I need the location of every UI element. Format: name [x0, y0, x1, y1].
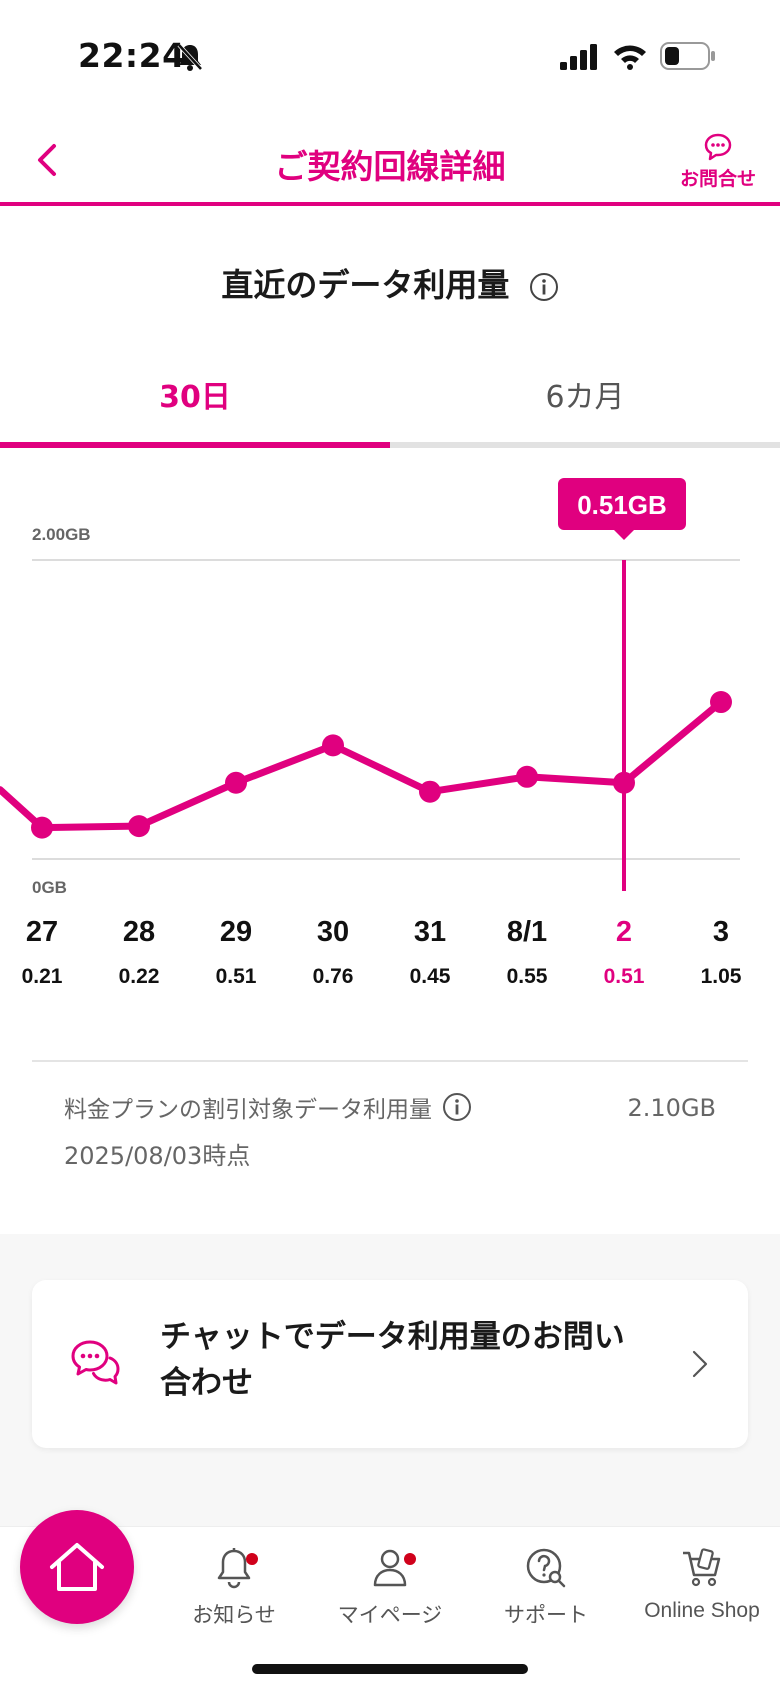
x-tick-label: 3: [713, 916, 729, 948]
data-point: [225, 771, 247, 794]
x-tick-label: 31: [414, 916, 446, 948]
data-label: 0.76: [313, 965, 354, 988]
chat-inquiry-card[interactable]: チャットでデータ利用量のお問い 合わせ: [32, 1280, 748, 1448]
x-tick-label: 30: [317, 916, 349, 948]
bell-off-icon: [177, 43, 203, 71]
nav-label: お知らせ: [192, 1604, 276, 1627]
chat-icon: [71, 1340, 120, 1385]
x-tick-label: 29: [220, 916, 252, 948]
app-header: ご契約回線詳細 お問合せ: [0, 110, 780, 206]
x-tick-label: 28: [123, 916, 155, 948]
data-point: [322, 734, 344, 757]
period-tabs: 30日 6カ月: [0, 342, 780, 452]
wifi-icon: [614, 45, 646, 70]
data-label: 0.21: [22, 965, 63, 988]
data-label: 0.51: [604, 965, 645, 988]
x-tick-label: 27: [26, 916, 58, 948]
data-point: [419, 780, 441, 803]
tooltip-pointer: [614, 530, 634, 540]
person-icon: [373, 1549, 407, 1587]
plan-usage-date: 2025/08/03時点: [64, 1142, 251, 1170]
notification-dot: [246, 1553, 258, 1565]
data-point: [516, 765, 538, 788]
back-chevron-icon[interactable]: [30, 138, 66, 182]
data-label: 0.22: [119, 965, 160, 988]
nav-online-shop[interactable]: Online Shop: [624, 1547, 780, 1647]
status-time: 22:24: [78, 36, 186, 75]
nav-my-page[interactable]: マイページ: [312, 1547, 468, 1647]
tooltip-value: 0.51GB: [577, 490, 667, 520]
data-point: [128, 815, 150, 838]
usage-line-chart[interactable]: 2.00GB0GB0.51GB270.21GB280.22GB290.51GB3…: [0, 452, 780, 992]
plan-usage-label: 料金プランの割引対象データ利用量: [64, 1090, 472, 1124]
contact-button[interactable]: お問合せ: [668, 132, 768, 198]
chat-bubble-icon: [704, 133, 732, 161]
divider: [32, 1060, 748, 1062]
series-line: [38, 698, 725, 832]
x-tick-label: 8/1: [507, 916, 547, 948]
status-bar: 22:24: [0, 0, 780, 110]
y-max-label: 2.00GB: [32, 525, 91, 544]
data-point: [613, 771, 635, 794]
data-point: [710, 691, 732, 714]
tooltip-box: [558, 478, 686, 530]
nav-notifications[interactable]: お知らせ: [156, 1547, 312, 1647]
usage-card: 直近のデータ利用量 30日 6カ月 2.00GB0GB0.51GB270.21G…: [0, 206, 780, 1234]
y-min-label: 0GB: [32, 878, 67, 897]
nav-support[interactable]: サポート: [468, 1547, 624, 1647]
tab-underline-track: [0, 442, 780, 448]
support-search-icon: [526, 1548, 566, 1588]
notification-dot: [404, 1553, 416, 1565]
chat-text-line1: チャットでデータ利用量のお問い: [160, 1319, 625, 1355]
data-label: 1.05: [701, 965, 742, 988]
battery-icon: [660, 42, 715, 70]
x-tick-label: 2: [616, 916, 632, 948]
home-button[interactable]: [20, 1510, 134, 1624]
tab-active-indicator: [0, 442, 390, 448]
section-title: 直近のデータ利用量: [0, 260, 780, 306]
usage-chart[interactable]: 2.00GB0GB0.51GB270.21GB280.22GB290.51GB3…: [0, 452, 780, 992]
plan-usage-value: 2.10GB: [627, 1094, 717, 1122]
home-indicator: [252, 1664, 528, 1674]
data-label: 0.45: [410, 965, 451, 988]
chat-inquiry-text: チャットでデータ利用量のお問い 合わせ: [160, 1314, 640, 1406]
contact-label: お問合せ: [679, 168, 756, 190]
tab-30-days[interactable]: 30日: [159, 380, 231, 415]
bell-icon: [217, 1548, 251, 1589]
data-point: [31, 816, 53, 839]
nav-label: Online Shop: [644, 1599, 760, 1622]
nav-label: マイページ: [337, 1604, 443, 1627]
nav-label: サポート: [504, 1604, 588, 1627]
section-title-text: 直近のデータ利用量: [221, 266, 510, 304]
home-icon: [50, 1543, 104, 1591]
shopping-cart-phone-icon: [683, 1548, 721, 1587]
info-icon[interactable]: [442, 1092, 472, 1122]
chat-text-line2: 合わせ: [160, 1365, 253, 1401]
tab-6-months[interactable]: 6カ月: [545, 380, 625, 415]
cellular-signal-icon: [560, 44, 597, 70]
chevron-right-icon: [692, 1350, 708, 1378]
data-label: 0.51: [216, 965, 257, 988]
page-title: ご契約回線詳細: [274, 147, 506, 186]
plan-usage-label-text: 料金プランの割引対象データ利用量: [64, 1097, 432, 1123]
info-icon[interactable]: [529, 272, 559, 302]
data-label: 0.55: [507, 965, 548, 988]
